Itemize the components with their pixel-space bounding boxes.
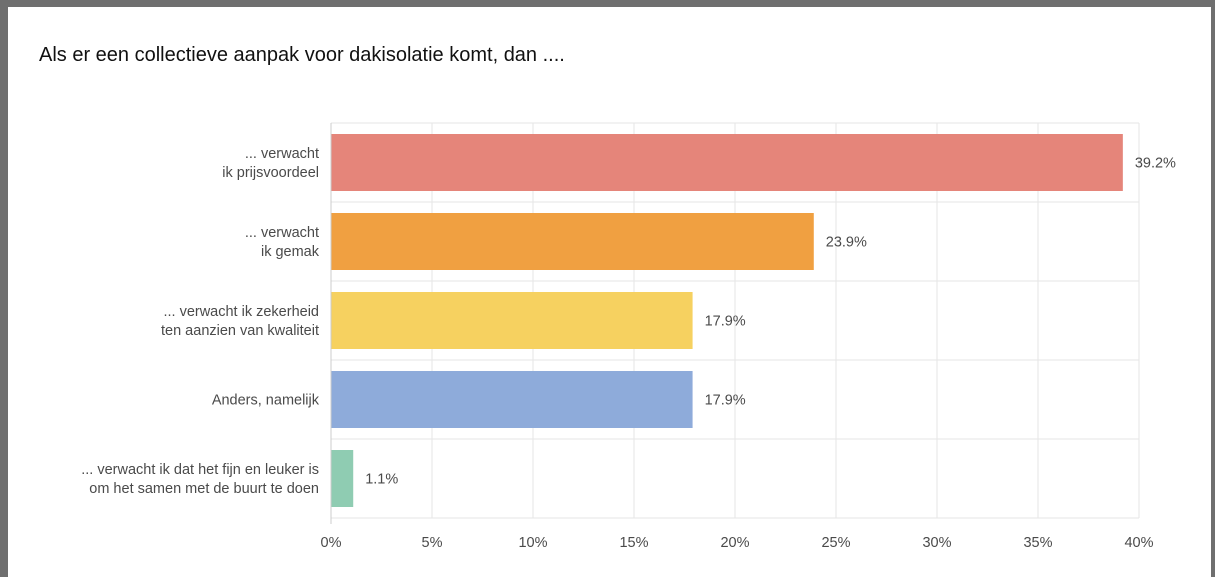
- data-label: 17.9%: [705, 314, 746, 330]
- category-label: ik prijsvoordeel: [222, 165, 319, 181]
- bar: [331, 292, 693, 349]
- data-label: 23.9%: [826, 235, 867, 251]
- category-label: ... verwacht: [245, 225, 319, 241]
- bar: [331, 371, 693, 428]
- category-label: Anders, namelijk: [212, 393, 320, 409]
- category-label: ... verwacht ik zekerheid: [163, 304, 319, 320]
- category-label: om het samen met de buurt te doen: [89, 481, 319, 497]
- x-tick-label: 40%: [1124, 535, 1153, 551]
- category-label: ... verwacht: [245, 146, 319, 162]
- bar: [331, 213, 814, 270]
- data-label: 1.1%: [365, 472, 398, 488]
- category-label: ten aanzien van kwaliteit: [161, 323, 319, 339]
- data-label: 39.2%: [1135, 156, 1176, 172]
- bar: [331, 134, 1123, 191]
- x-tick-label: 30%: [922, 535, 951, 551]
- x-tick-label: 25%: [821, 535, 850, 551]
- x-tick-label: 5%: [422, 535, 443, 551]
- bar: [331, 450, 354, 507]
- x-tick-label: 0%: [321, 535, 342, 551]
- x-tick-label: 15%: [619, 535, 648, 551]
- x-tick-label: 20%: [720, 535, 749, 551]
- chart-title: Als er een collectieve aanpak voor dakis…: [39, 44, 565, 66]
- x-tick-label: 10%: [518, 535, 547, 551]
- category-label: ... verwacht ik dat het fijn en leuker i…: [81, 462, 319, 478]
- category-label: ik gemak: [261, 244, 320, 260]
- data-label: 17.9%: [705, 393, 746, 409]
- x-tick-label: 35%: [1023, 535, 1052, 551]
